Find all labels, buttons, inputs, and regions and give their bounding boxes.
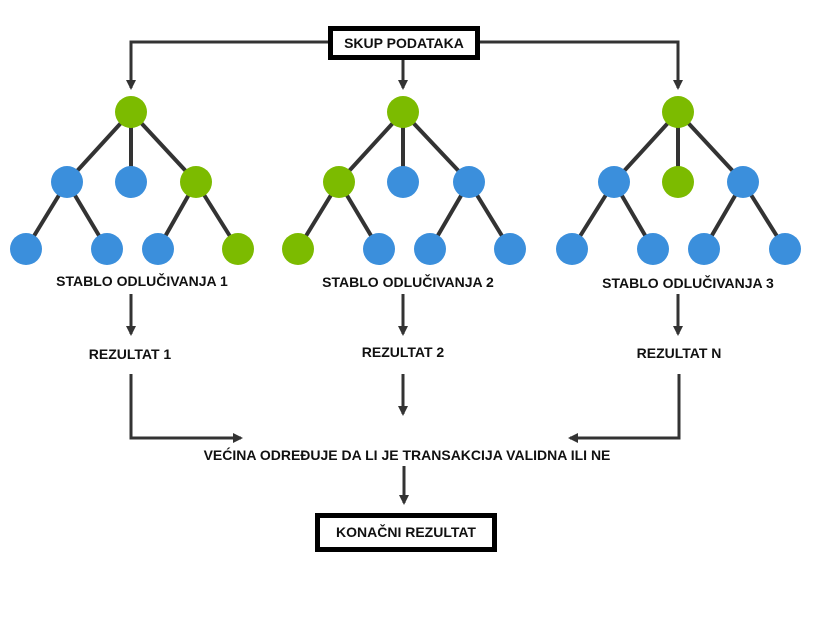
dataset-box: SKUP PODATAKA — [328, 26, 480, 60]
tree-1-node-blue — [91, 233, 123, 265]
arrow-result-n-to-majority — [568, 374, 681, 443]
tree-1-node-green — [115, 96, 147, 128]
tree-1-node-green — [222, 233, 254, 265]
tree-2-node-green — [387, 96, 419, 128]
tree-2-node-blue — [363, 233, 395, 265]
tree-3-node-green — [662, 166, 694, 198]
tree-3-node-blue — [727, 166, 759, 198]
tree-2-node-green — [282, 233, 314, 265]
tree-2-node-blue — [453, 166, 485, 198]
arrow-result-1-to-majority — [129, 374, 243, 443]
tree-1-label: STABLO ODLUČIVANJA 1 — [56, 273, 228, 289]
result-n-label: REZULTAT N — [636, 345, 722, 361]
final-result-box: KONAČNI REZULTAT — [315, 513, 497, 552]
tree-1-node-blue — [142, 233, 174, 265]
tree-3-node-blue — [769, 233, 801, 265]
tree-2-node-green — [323, 166, 355, 198]
tree-3-node-blue — [637, 233, 669, 265]
tree-1-node-green — [180, 166, 212, 198]
arrow-dataset-to-tree-1 — [126, 40, 328, 90]
tree-3-node-blue — [688, 233, 720, 265]
tree-3-node-blue — [556, 233, 588, 265]
arrow-dataset-to-tree-3 — [480, 40, 683, 90]
tree-2-node-blue — [414, 233, 446, 265]
tree-3-node-green — [662, 96, 694, 128]
dataset-box-label: SKUP PODATAKA — [344, 35, 464, 51]
tree-2-node-blue — [387, 166, 419, 198]
tree-1-node-blue — [10, 233, 42, 265]
tree-2-node-blue — [494, 233, 526, 265]
flow-arrows — [126, 40, 683, 505]
result-2-label: REZULTAT 2 — [361, 344, 445, 360]
result-1-label: REZULTAT 1 — [88, 346, 172, 362]
tree-3-node-blue — [598, 166, 630, 198]
tree-nodes — [10, 96, 801, 265]
tree-2-edge — [401, 110, 471, 184]
tree-1-node-blue — [51, 166, 83, 198]
majority-vote-text: VEĆINA ODREĐUJE DA LI JE TRANSAKCIJA VAL… — [203, 447, 611, 463]
tree-1-node-blue — [115, 166, 147, 198]
tree-3-label: STABLO ODLUČIVANJA 3 — [602, 275, 774, 291]
tree-2-label: STABLO ODLUČIVANJA 2 — [322, 274, 494, 290]
final-result-box-label: KONAČNI REZULTAT — [336, 524, 476, 540]
